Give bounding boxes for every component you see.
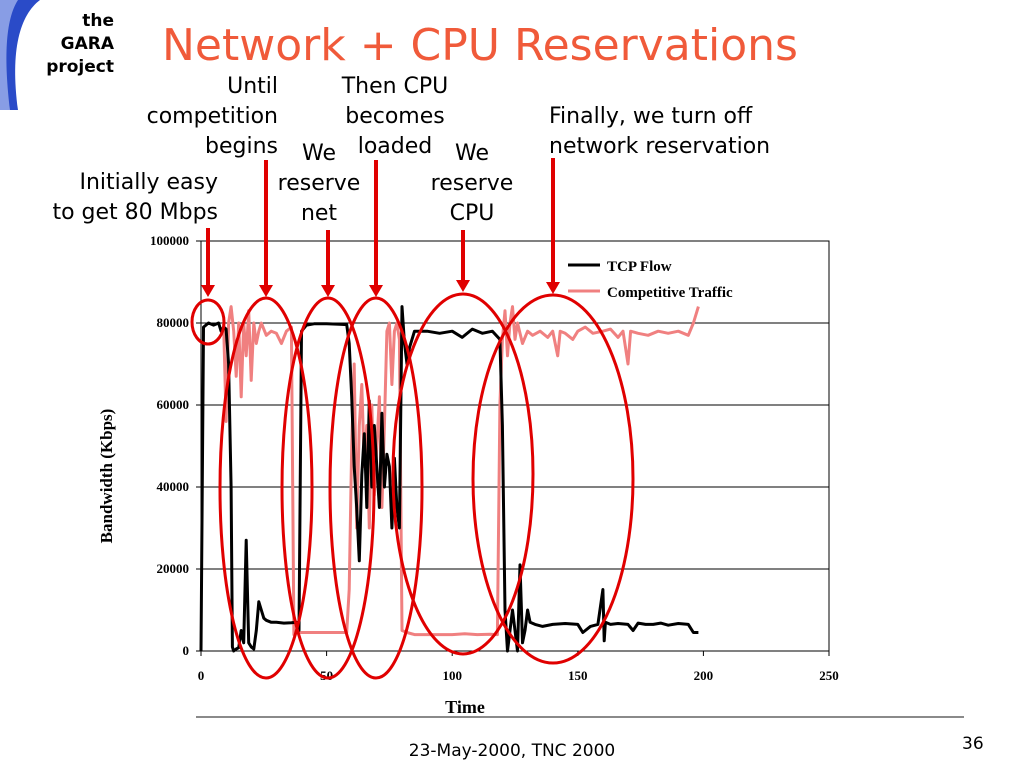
annotation-reserve-net: We reserve net xyxy=(268,139,370,229)
annotation-line: network reservation xyxy=(549,134,771,159)
y-axis-label: Bandwidth (Kbps) xyxy=(97,409,116,544)
annotation-arrowhead xyxy=(201,285,215,297)
highlight-ellipse xyxy=(280,296,376,680)
slide-title: Network + CPU Reservations xyxy=(162,20,798,71)
series-line-competitive-traffic xyxy=(222,305,700,637)
x-tick-label: 250 xyxy=(819,668,839,683)
y-tick-label: 100000 xyxy=(150,233,189,248)
annotation-reserve-cpu: We reserve CPU xyxy=(420,139,524,229)
plot-area-frame xyxy=(200,240,830,652)
logo-line: GARA xyxy=(60,34,114,54)
annotation-line: loaded xyxy=(357,134,433,159)
highlight-ellipse xyxy=(391,292,535,656)
annotation-line: Initially easy xyxy=(79,170,219,195)
x-axis-label: Time xyxy=(445,697,485,717)
x-tick-label: 200 xyxy=(694,668,714,683)
gara-logo xyxy=(0,0,40,110)
logo-line: project xyxy=(46,57,114,77)
annotation-line: We xyxy=(302,141,336,166)
annotation-line: reserve xyxy=(430,171,514,196)
y-tick-label: 80000 xyxy=(157,315,190,330)
logo-line: the xyxy=(82,11,114,31)
annotation-line: becomes xyxy=(345,104,445,129)
annotation-until: Until competition begins xyxy=(120,72,278,162)
annotation-line: net xyxy=(300,201,338,226)
annotation-line: competition xyxy=(146,104,278,129)
annotation-line: CPU xyxy=(449,201,495,226)
legend-label: TCP Flow xyxy=(607,259,672,275)
annotation-initial: Initially easy to get 80 Mbps xyxy=(22,168,218,228)
footer-divider xyxy=(196,716,964,718)
highlight-ellipse xyxy=(328,296,424,680)
x-tick-label: 150 xyxy=(568,668,588,683)
annotation-line: Then CPU xyxy=(341,74,449,99)
highlight-ellipse xyxy=(471,293,635,665)
x-tick-label: 100 xyxy=(442,668,462,683)
annotation-line: to get 80 Mbps xyxy=(52,200,218,225)
series-line-tcp-flow xyxy=(199,305,699,653)
x-tick-label: 0 xyxy=(198,668,205,683)
annotation-arrowhead xyxy=(546,282,560,294)
annotation-line: begins xyxy=(205,134,278,159)
annotation-arrowhead xyxy=(321,285,335,297)
annotation-arrowhead xyxy=(259,285,273,297)
y-tick-label: 60000 xyxy=(157,397,190,412)
annotation-line: Until xyxy=(227,74,278,99)
y-tick-label: 20000 xyxy=(157,561,190,576)
legend-label: Competitive Traffic xyxy=(607,285,733,301)
annotation-arrowhead xyxy=(369,285,383,297)
annotation-line: reserve xyxy=(277,171,361,196)
annotation-finally: Finally, we turn off network reservation xyxy=(549,102,770,162)
y-tick-label: 0 xyxy=(183,643,190,658)
highlight-ellipse xyxy=(190,298,226,346)
gara-logo-text: the GARA project xyxy=(14,10,114,79)
annotation-arrowhead xyxy=(456,280,470,292)
y-tick-label: 40000 xyxy=(157,479,190,494)
highlight-ellipse xyxy=(218,296,314,680)
annotation-line: We xyxy=(455,141,489,166)
annotation-cpu-loaded: Then CPU becomes loaded xyxy=(330,72,460,162)
footer-text: 23-May-2000, TNC 2000 xyxy=(408,741,616,761)
slide-number: 36 xyxy=(962,734,984,754)
annotation-line: Finally, we turn off xyxy=(549,104,753,129)
